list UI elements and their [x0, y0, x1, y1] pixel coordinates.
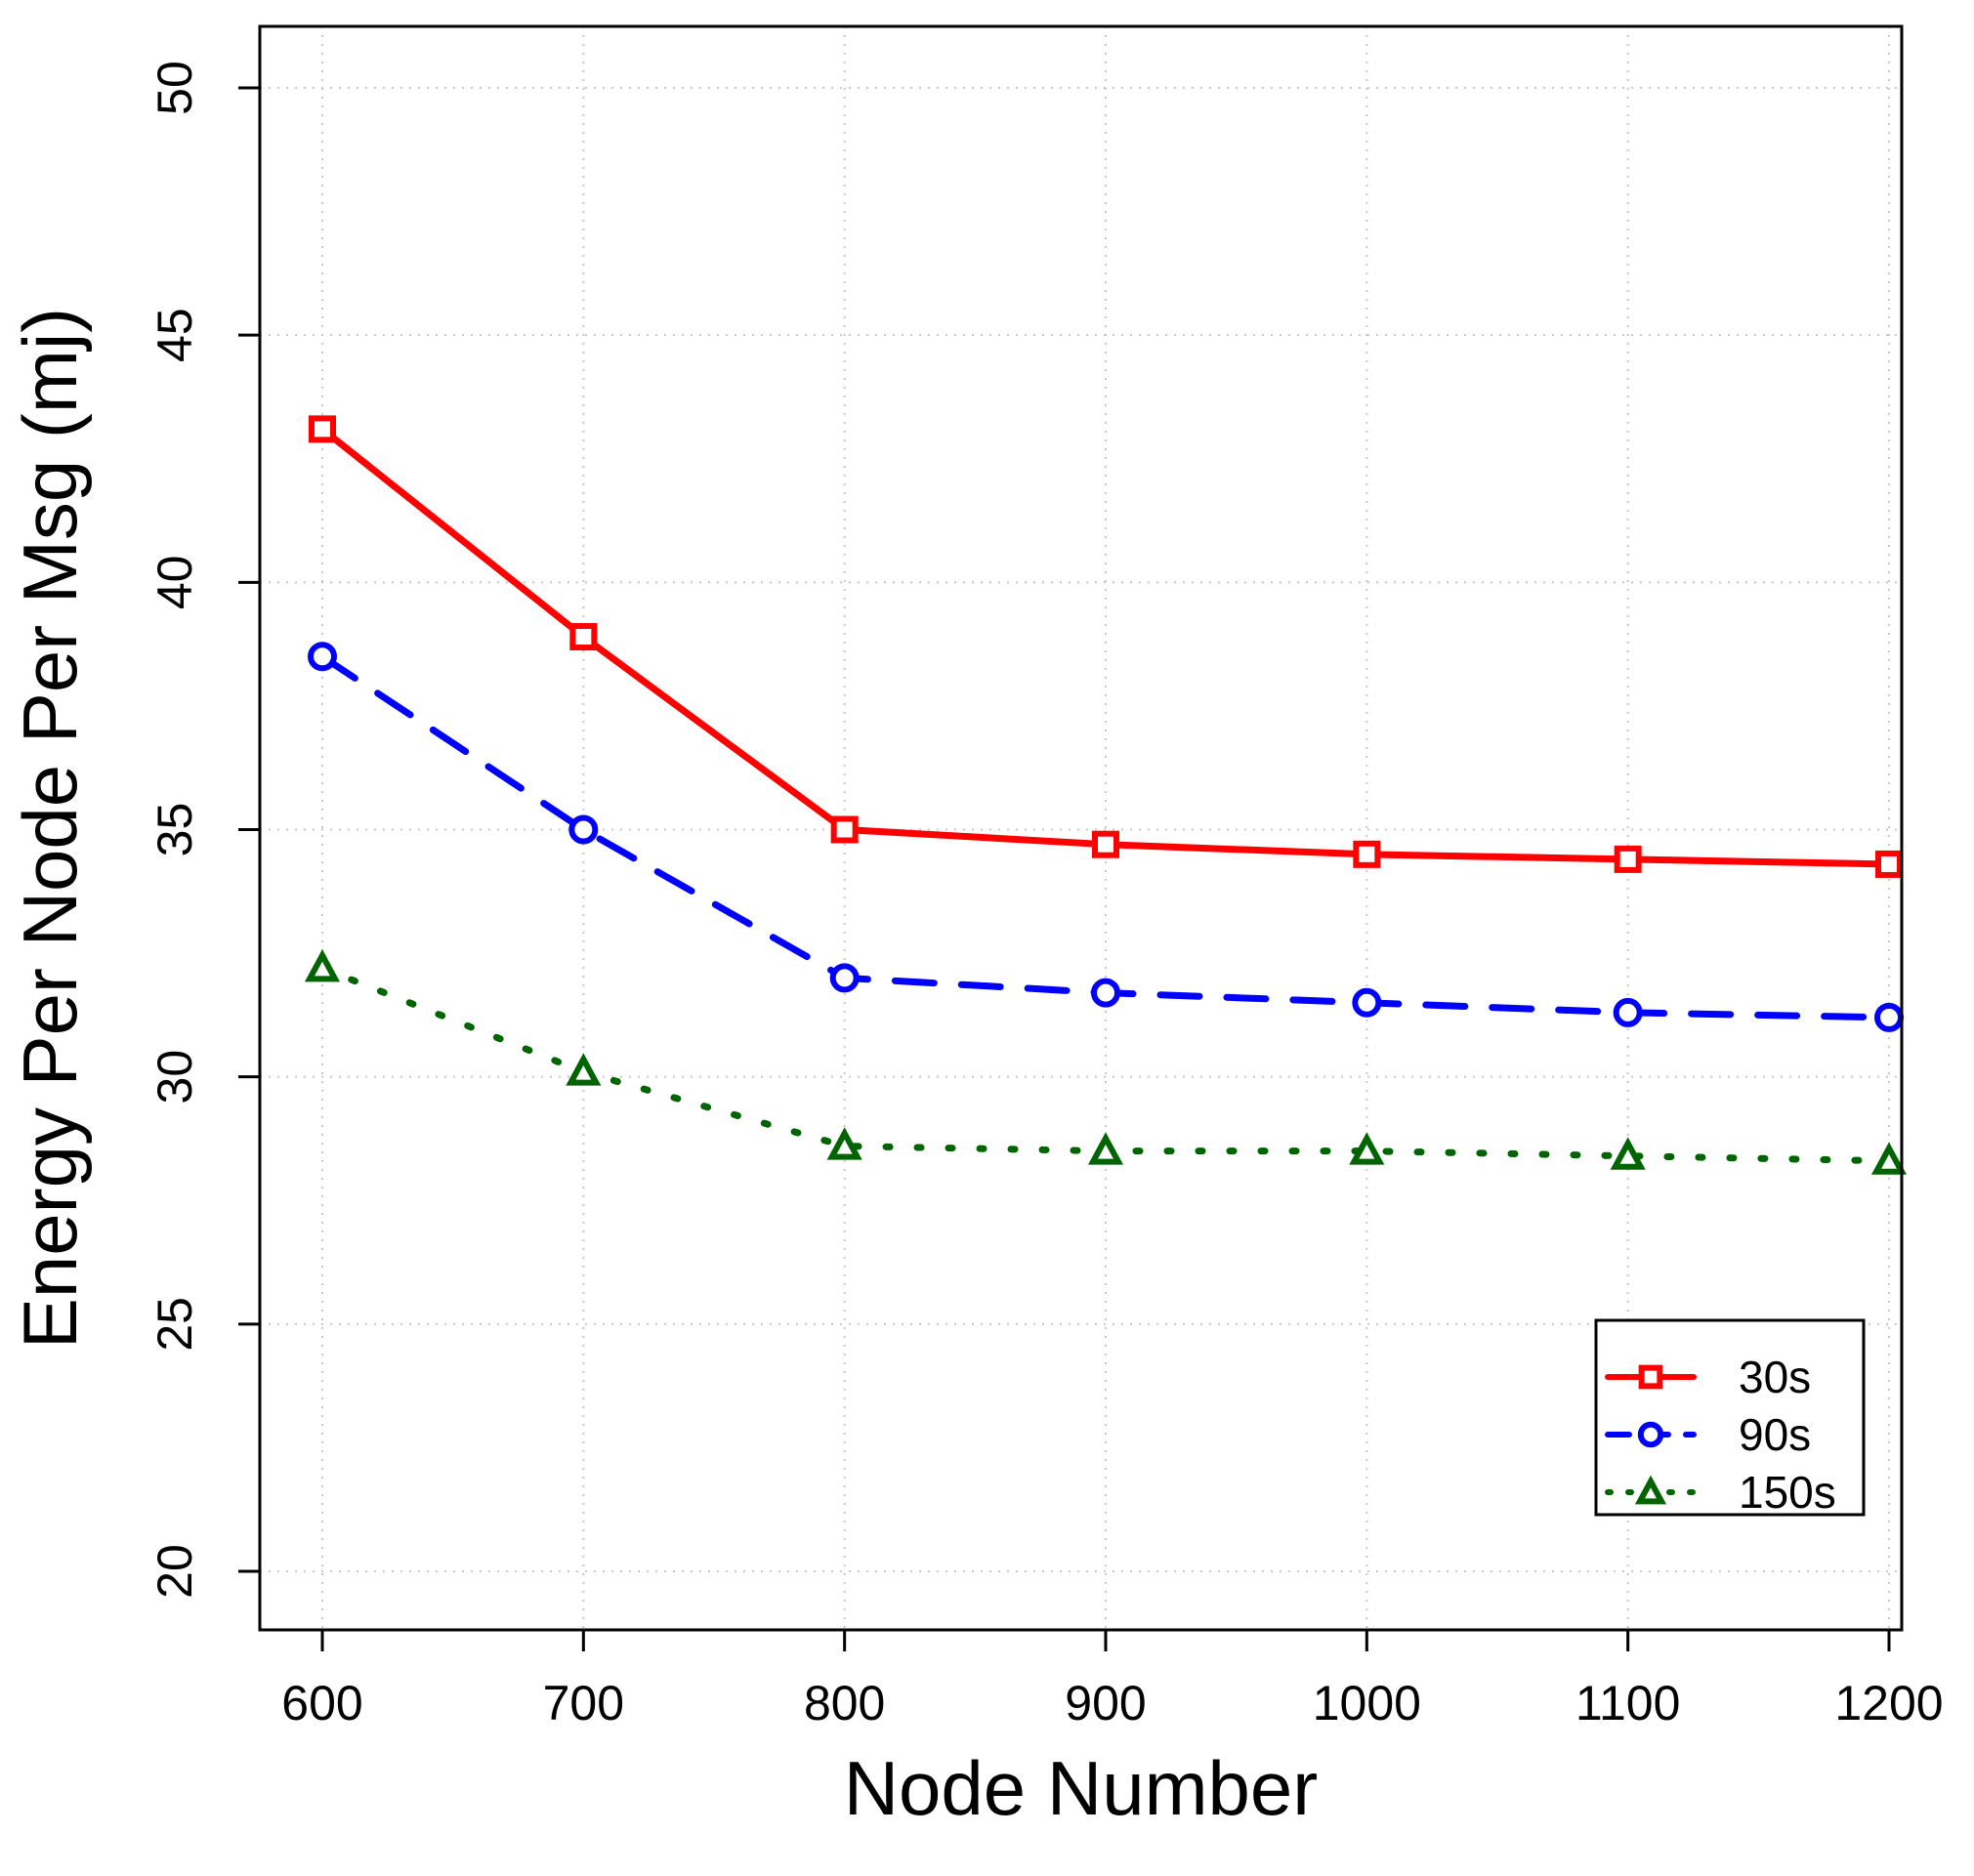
legend-label-90s: 90s — [1739, 1409, 1811, 1460]
y-tick-label: 35 — [147, 803, 202, 857]
square-marker — [309, 415, 336, 443]
series-150s — [304, 948, 1908, 1175]
square-marker — [1875, 850, 1903, 878]
legend-label-150s: 150s — [1739, 1467, 1836, 1518]
square-marker — [1638, 1364, 1663, 1390]
y-tick-label: 40 — [147, 556, 202, 610]
triangle-marker — [1610, 1137, 1646, 1170]
x-tick-label: 900 — [1065, 1676, 1146, 1730]
y-axis-title: Energy Per Node Per Msg (mj) — [7, 308, 93, 1349]
circle-marker — [1613, 997, 1643, 1027]
y-tick-label: 30 — [147, 1050, 202, 1105]
triangle-marker — [1087, 1132, 1124, 1165]
circle-marker — [1352, 987, 1382, 1018]
legend: 30s 90s 150s — [1594, 1318, 1866, 1518]
legend-label-30s: 30s — [1739, 1352, 1811, 1402]
triangle-marker — [826, 1127, 862, 1160]
y-tick-label: 25 — [147, 1297, 202, 1352]
triangle-marker — [304, 948, 341, 982]
square-marker — [569, 623, 598, 651]
legend-box — [1594, 1318, 1866, 1517]
x-tick-label: 1100 — [1575, 1676, 1681, 1730]
x-tick-label: 600 — [281, 1676, 362, 1730]
series-30s — [309, 415, 1903, 878]
square-marker — [830, 815, 859, 844]
y-tick-label: 20 — [147, 1544, 202, 1599]
triangle-marker — [1349, 1132, 1385, 1165]
square-marker — [1092, 830, 1119, 858]
series-line-30s — [318, 425, 1893, 868]
x-tick-label: 700 — [543, 1676, 624, 1730]
series-layer — [304, 415, 1908, 1175]
series-90s — [308, 642, 1904, 1032]
circle-marker — [1874, 1002, 1904, 1032]
square-marker — [1614, 845, 1642, 873]
triangle-marker — [1870, 1142, 1908, 1175]
y-tick-label: 45 — [147, 308, 202, 362]
triangle-marker — [566, 1053, 602, 1086]
x-tick-label: 1200 — [1834, 1676, 1943, 1730]
axes: 600 700 800 900 1000 1100 1200 20 25 30 35 40 45 50 — [147, 61, 1944, 1730]
triangle-marker — [1634, 1475, 1667, 1505]
x-tick-label: 1000 — [1313, 1676, 1421, 1730]
circle-marker — [1091, 978, 1120, 1008]
circle-marker — [308, 642, 337, 672]
x-axis-title: Node Number — [844, 1745, 1319, 1831]
circle-marker — [829, 963, 860, 993]
y-tick-label: 50 — [147, 61, 202, 115]
circle-marker — [1637, 1421, 1664, 1448]
square-marker — [1353, 840, 1381, 868]
grid — [260, 26, 1902, 1630]
x-tick-label: 800 — [804, 1676, 885, 1730]
circle-marker — [568, 814, 599, 845]
